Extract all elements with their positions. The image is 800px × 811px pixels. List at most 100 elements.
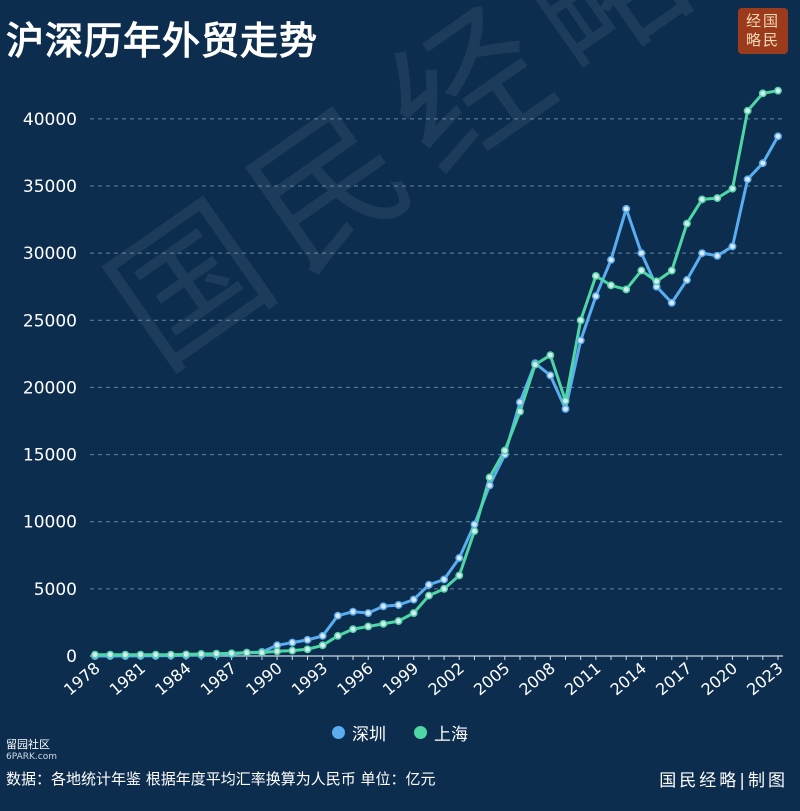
data-point [379, 619, 388, 628]
x-tick-label: 2002 [424, 659, 467, 700]
data-point [394, 617, 403, 626]
x-tick-label: 2020 [698, 659, 741, 700]
data-point [591, 292, 600, 301]
x-tick-label: 2017 [652, 659, 695, 700]
brand-logo-text: 经国略民 [745, 12, 780, 49]
legend-marker [332, 726, 345, 739]
chart-credit: 国民经略|制图 [659, 771, 788, 791]
y-tick-label: 5000 [34, 580, 77, 600]
data-point [652, 277, 661, 286]
data-point [637, 249, 646, 258]
data-point [409, 609, 418, 617]
data-point [424, 580, 433, 589]
data-point [440, 584, 449, 593]
data-point [409, 595, 418, 604]
data-point [242, 648, 251, 657]
chart-legend: 深圳 上海 [0, 720, 800, 745]
y-tick-label: 15000 [23, 446, 77, 466]
data-point [273, 647, 282, 656]
data-point [349, 625, 357, 634]
data-point [758, 89, 767, 98]
data-point [576, 316, 585, 325]
grid-lines [90, 118, 783, 590]
data-point [318, 631, 327, 640]
data-point [622, 285, 631, 294]
x-tick-label: 2005 [470, 659, 513, 700]
data-point [682, 276, 691, 284]
legend-item-shanghai[interactable]: 上海 [414, 720, 468, 745]
chart-title: 沪深历年外贸走势 [6, 19, 319, 63]
data-point [682, 219, 691, 228]
y-tick-label: 25000 [23, 311, 77, 331]
data-point [667, 298, 676, 307]
data-point [303, 645, 312, 654]
data-point [440, 575, 449, 584]
x-tick-label: 1996 [333, 659, 376, 700]
data-point [258, 648, 266, 657]
brand-logo: 经国略民 [738, 8, 788, 54]
data-point [333, 611, 342, 620]
x-tick-label: 1987 [197, 659, 240, 700]
x-tick-label: 1984 [151, 659, 194, 700]
x-tick-label: 2011 [561, 659, 604, 700]
data-point [288, 638, 297, 647]
data-point [151, 650, 160, 659]
legend-item-shenzhen[interactable]: 深圳 [332, 720, 386, 745]
data-point [136, 650, 145, 659]
data-point [637, 266, 646, 275]
y-tick-label: 0 [66, 647, 77, 667]
data-point [516, 398, 524, 407]
y-tick-label: 20000 [23, 378, 77, 398]
data-point [561, 404, 570, 413]
data-point [182, 650, 191, 659]
data-point [485, 473, 494, 482]
data-point [212, 649, 221, 658]
x-tick-label: 2023 [743, 659, 786, 700]
series-line-0 [93, 134, 780, 658]
data-point [516, 407, 524, 416]
data-point [227, 649, 236, 658]
axes: 0 5000 10000 15000 20000 25000 30000 35000 40000… [23, 110, 787, 699]
data-point [288, 646, 297, 655]
data-point [561, 396, 570, 405]
data-point [607, 255, 615, 264]
data-point [470, 527, 479, 536]
data-point [303, 635, 312, 644]
data-point [364, 622, 373, 631]
data-point [121, 650, 130, 659]
data-point [591, 272, 600, 280]
data-point [713, 251, 722, 260]
data-point [728, 242, 737, 251]
data-point [728, 184, 737, 193]
site-tag-name: 留园社区 [6, 738, 50, 751]
data-point [455, 571, 464, 580]
y-tick-label: 30000 [23, 244, 77, 264]
data-point [546, 351, 555, 360]
y-tick-label: 10000 [23, 513, 77, 533]
data-point [166, 650, 175, 659]
data-point [91, 650, 99, 659]
data-point [500, 446, 509, 455]
data-point [622, 204, 631, 213]
data-point [774, 86, 782, 95]
x-tick-label: 2014 [607, 659, 650, 700]
data-point [713, 194, 722, 203]
data-point [333, 631, 342, 640]
data-point [743, 175, 752, 184]
data-point [485, 481, 494, 490]
y-tick-label: 35000 [23, 177, 77, 197]
data-point [698, 195, 707, 204]
data-point [379, 602, 388, 611]
data-point [774, 132, 782, 141]
site-tag-url: 6PARK.com [6, 752, 57, 762]
x-tick-label: 1990 [242, 659, 285, 700]
data-source-note: 数据：各地统计年鉴 根据年度平均汇率换算为人民币 单位：亿元 [6, 770, 436, 788]
line-chart: 0 5000 10000 15000 20000 25000 30000 35000 40000… [23, 86, 787, 699]
series-line-1 [93, 89, 780, 657]
series-lines [93, 89, 780, 658]
data-point [743, 106, 752, 115]
legend-label: 深圳 [352, 725, 386, 745]
data-point [607, 281, 615, 290]
data-point [470, 520, 479, 529]
site-tag: 留园社区 6PARK.com [6, 738, 57, 764]
